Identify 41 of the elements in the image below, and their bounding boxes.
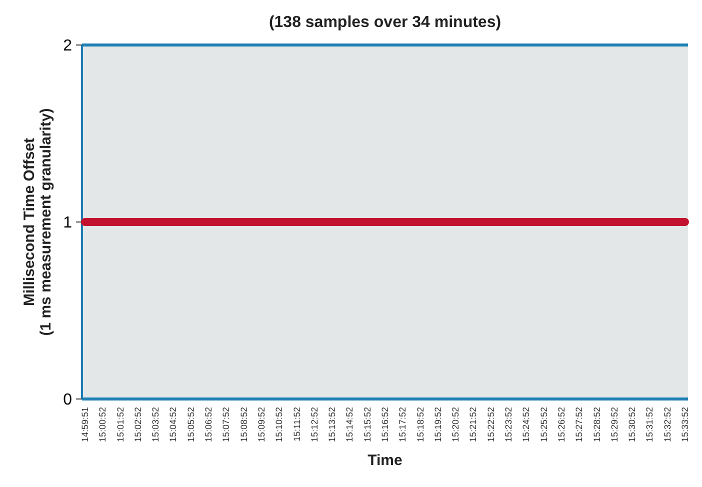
x-tick-label: 15:05:52 xyxy=(186,407,196,442)
x-tick-label: 15:26:52 xyxy=(556,407,566,442)
x-tick-label: 15:27:52 xyxy=(574,407,584,442)
x-tick-label: 15:17:52 xyxy=(398,407,408,442)
x-tick-label: 15:06:52 xyxy=(204,407,214,442)
x-tick-label: 15:16:52 xyxy=(380,407,390,442)
x-tick-label: 15:25:52 xyxy=(538,407,549,442)
x-tick-label: 15:22:52 xyxy=(486,407,496,442)
x-tick-label: 15:13:52 xyxy=(327,407,338,442)
x-tick-label: 15:31:52 xyxy=(644,407,655,442)
y-tick-label: 2 xyxy=(63,38,72,55)
x-tick-label: 15:07:52 xyxy=(221,407,232,442)
x-tick-label: 15:21:52 xyxy=(468,407,478,442)
x-tick-label: 14:59:51 xyxy=(80,407,90,442)
y-axis-title: Millisecond Time Offset (1 ms measurement granularity) xyxy=(21,108,54,336)
x-tick-label: 15:12:52 xyxy=(309,407,320,442)
x-axis-title: Time xyxy=(368,452,402,469)
x-tick-label: 15:24:52 xyxy=(521,407,532,442)
x-tick-label: 15:09:52 xyxy=(256,407,266,442)
x-tick-label: 15:19:52 xyxy=(432,407,443,442)
x-tick-label: 15:29:52 xyxy=(609,407,620,442)
x-tick-label: 15:04:52 xyxy=(168,407,178,442)
x-tick-label: 15:28:52 xyxy=(592,407,602,442)
x-tick-label: 15:18:52 xyxy=(415,407,426,442)
chart-title: (138 samples over 34 minutes) xyxy=(268,14,502,31)
x-tick-label: 15:10:52 xyxy=(274,407,284,442)
x-tick-label: 15:20:52 xyxy=(450,407,461,442)
x-tick-label: 15:02:52 xyxy=(132,407,143,442)
y-tick-label: 1 xyxy=(63,214,72,232)
x-tick-label: 15:23:52 xyxy=(504,407,514,442)
x-tick-label: 15:30:52 xyxy=(627,407,638,442)
x-tick-label: 15:00:52 xyxy=(98,407,108,442)
y-tick-label: 0 xyxy=(63,392,72,409)
x-tick-label: 15:14:52 xyxy=(344,407,355,442)
x-tick-label: 15:11:52 xyxy=(292,407,302,442)
x-tick-label: 15:03:52 xyxy=(150,407,161,442)
x-tick-label: 15:15:52 xyxy=(362,407,372,442)
x-tick-label: 15:01:52 xyxy=(115,407,126,442)
x-tick-label: 15:32:52 xyxy=(662,407,672,442)
x-tick-label: 15:33:52 xyxy=(680,407,690,442)
x-tick-label: 15:08:52 xyxy=(238,407,249,442)
